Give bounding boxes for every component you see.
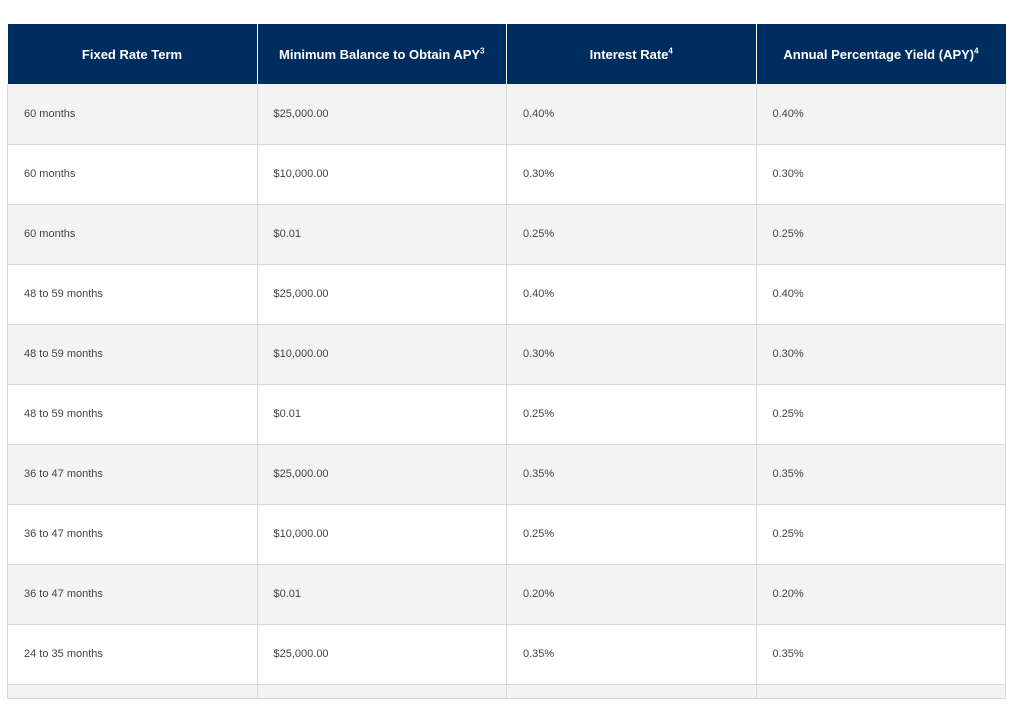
table-row: 60 months $25,000.00 0.40% 0.40%	[7, 84, 1006, 145]
table-row: 36 to 47 months $10,000.00 0.25% 0.25%	[7, 504, 1006, 565]
table-cell-apy: 0.25%	[756, 504, 1006, 565]
table-cell-interest-rate: 0.20%	[506, 564, 757, 625]
table-cell-empty	[506, 684, 757, 699]
table-cell-min-balance: $0.01	[257, 384, 507, 445]
header-label: Annual Percentage Yield (APY)	[783, 46, 975, 62]
table-cell-interest-rate: 0.25%	[506, 504, 757, 565]
table-cell-min-balance: $0.01	[257, 564, 507, 625]
table-body: 60 months $25,000.00 0.40% 0.40% 60 months $1…	[7, 84, 1006, 699]
table-cell-interest-rate: 0.40%	[506, 264, 757, 325]
table-cell-apy: 0.35%	[756, 624, 1006, 685]
table-row: 24 to 35 months $25,000.00 0.35% 0.35%	[7, 624, 1006, 685]
table-cell-interest-rate: 0.25%	[506, 384, 757, 445]
table-header: Fixed Rate Term Minimum Balance to Obtai…	[7, 24, 1006, 84]
header-apy: Annual Percentage Yield (APY)4	[756, 24, 1006, 84]
table-cell-apy: 0.40%	[756, 84, 1006, 145]
header-fixed-rate-term: Fixed Rate Term	[7, 24, 258, 84]
table-cell-term: 60 months	[7, 204, 258, 265]
table-cell-apy: 0.20%	[756, 564, 1006, 625]
table-cell-apy: 0.30%	[756, 324, 1006, 385]
table-row: 60 months $0.01 0.25% 0.25%	[7, 204, 1006, 265]
header-minimum-balance: Minimum Balance to Obtain APY3	[257, 24, 507, 84]
table-cell-min-balance: $10,000.00	[257, 324, 507, 385]
header-label: Minimum Balance to Obtain APY	[279, 46, 481, 62]
header-label: Interest Rate	[589, 46, 669, 62]
table-cell-empty	[257, 684, 507, 699]
header-footnote: 3	[480, 46, 485, 56]
table-cell-min-balance: $0.01	[257, 204, 507, 265]
table-row-partial	[7, 684, 1006, 699]
table-cell-interest-rate: 0.30%	[506, 324, 757, 385]
table-cell-interest-rate: 0.40%	[506, 84, 757, 145]
table-cell-min-balance: $10,000.00	[257, 504, 507, 565]
table-cell-term: 60 months	[7, 84, 258, 145]
table-row: 36 to 47 months $25,000.00 0.35% 0.35%	[7, 444, 1006, 505]
table-cell-apy: 0.25%	[756, 204, 1006, 265]
table-cell-interest-rate: 0.30%	[506, 144, 757, 205]
table-cell-min-balance: $10,000.00	[257, 144, 507, 205]
table-row: 36 to 47 months $0.01 0.20% 0.20%	[7, 564, 1006, 625]
table-cell-min-balance: $25,000.00	[257, 624, 507, 685]
table-cell-interest-rate: 0.25%	[506, 204, 757, 265]
table-cell-term: 60 months	[7, 144, 258, 205]
table-cell-apy: 0.35%	[756, 444, 1006, 505]
table-cell-apy: 0.40%	[756, 264, 1006, 325]
rates-table: Fixed Rate Term Minimum Balance to Obtai…	[7, 24, 1006, 699]
table-cell-interest-rate: 0.35%	[506, 624, 757, 685]
header-label: Fixed Rate Term	[81, 46, 183, 62]
table-cell-term: 48 to 59 months	[7, 324, 258, 385]
table-cell-min-balance: $25,000.00	[257, 264, 507, 325]
table-cell-term: 48 to 59 months	[7, 264, 258, 325]
table-row: 48 to 59 months $10,000.00 0.30% 0.30%	[7, 324, 1006, 385]
header-footnote: 4	[974, 46, 979, 56]
table-cell-empty	[7, 684, 258, 699]
table-row: 60 months $10,000.00 0.30% 0.30%	[7, 144, 1006, 205]
header-row: Fixed Rate Term Minimum Balance to Obtai…	[7, 24, 1006, 84]
table-cell-term: 24 to 35 months	[7, 624, 258, 685]
table-cell-term: 36 to 47 months	[7, 444, 258, 505]
header-interest-rate: Interest Rate4	[506, 24, 757, 84]
table-cell-min-balance: $25,000.00	[257, 84, 507, 145]
table-cell-apy: 0.25%	[756, 384, 1006, 445]
rates-table-container: Fixed Rate Term Minimum Balance to Obtai…	[7, 24, 1006, 699]
table-cell-apy: 0.30%	[756, 144, 1006, 205]
header-footnote: 4	[668, 46, 673, 56]
table-cell-term: 36 to 47 months	[7, 564, 258, 625]
table-cell-interest-rate: 0.35%	[506, 444, 757, 505]
table-row: 48 to 59 months $0.01 0.25% 0.25%	[7, 384, 1006, 445]
table-cell-min-balance: $25,000.00	[257, 444, 507, 505]
table-cell-term: 36 to 47 months	[7, 504, 258, 565]
table-cell-empty	[756, 684, 1006, 699]
table-cell-term: 48 to 59 months	[7, 384, 258, 445]
table-row: 48 to 59 months $25,000.00 0.40% 0.40%	[7, 264, 1006, 325]
